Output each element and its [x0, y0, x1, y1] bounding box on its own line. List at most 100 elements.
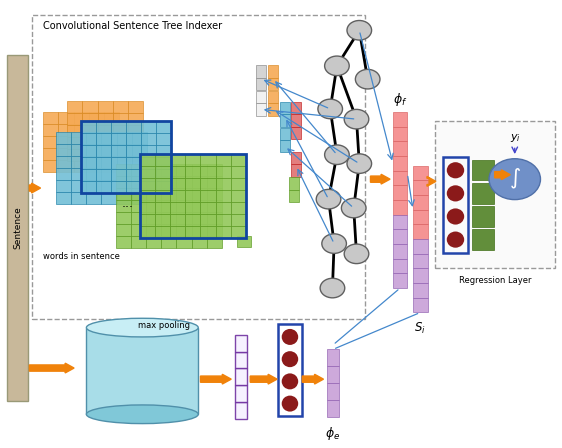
Bar [74, 125, 89, 137]
Bar [140, 190, 155, 202]
Bar [170, 178, 185, 190]
Bar [216, 202, 230, 214]
Bar [102, 144, 116, 155]
Bar [176, 176, 192, 188]
Bar [98, 113, 112, 125]
Bar [116, 132, 132, 144]
Bar [128, 125, 143, 138]
Bar [146, 164, 161, 176]
Bar [111, 121, 126, 134]
Bar [116, 236, 131, 248]
Circle shape [318, 99, 342, 119]
Bar [116, 168, 132, 180]
Bar [327, 366, 339, 383]
Text: words in sentence: words in sentence [43, 252, 120, 261]
Text: $y_i$: $y_i$ [510, 133, 522, 145]
Bar [132, 132, 147, 144]
Bar [43, 137, 58, 148]
Circle shape [344, 244, 369, 263]
Ellipse shape [282, 373, 298, 389]
Bar [201, 202, 216, 214]
Bar [140, 154, 246, 238]
Bar [116, 164, 131, 176]
Text: $\phi_f$: $\phi_f$ [393, 91, 407, 108]
Bar [393, 200, 407, 215]
Bar [235, 335, 247, 352]
Bar [327, 349, 339, 366]
Bar [128, 138, 143, 149]
Bar [155, 178, 170, 190]
Bar [102, 192, 116, 203]
Bar [81, 146, 96, 157]
Bar [89, 137, 104, 148]
Bar [74, 160, 89, 172]
Bar [170, 190, 185, 202]
Bar [413, 166, 428, 181]
Bar [192, 164, 207, 176]
Text: dependent: dependent [112, 370, 172, 379]
FancyArrow shape [427, 177, 436, 186]
Bar [132, 155, 147, 168]
Bar [327, 400, 339, 417]
Bar [393, 244, 407, 258]
Bar [126, 157, 141, 169]
Bar [131, 164, 146, 176]
Bar [128, 101, 143, 113]
Bar [81, 121, 171, 194]
Bar [146, 236, 161, 248]
Bar [140, 226, 155, 238]
Bar [43, 148, 58, 160]
Bar [112, 101, 128, 113]
Bar [155, 166, 170, 178]
Bar [56, 144, 71, 155]
Bar [112, 149, 128, 161]
Bar [111, 146, 126, 157]
Bar [96, 157, 111, 169]
Bar [132, 180, 147, 192]
Bar [141, 169, 156, 181]
Bar [74, 137, 89, 148]
Bar [102, 132, 116, 144]
Bar [280, 140, 290, 152]
Bar [140, 178, 155, 190]
Bar [185, 166, 201, 178]
FancyArrow shape [29, 363, 74, 373]
Bar [131, 236, 146, 248]
Bar [170, 166, 185, 178]
Bar [185, 226, 201, 238]
Ellipse shape [447, 162, 464, 178]
Bar [155, 154, 170, 166]
Bar [393, 215, 407, 229]
Bar [74, 112, 89, 125]
Bar [58, 148, 74, 160]
Bar [230, 202, 246, 214]
Bar [185, 178, 201, 190]
Bar [280, 114, 290, 127]
Bar [81, 134, 96, 146]
Bar [43, 160, 58, 172]
Bar [291, 127, 301, 139]
Bar [87, 144, 102, 155]
Bar [128, 113, 143, 125]
Bar [472, 207, 493, 227]
Bar [96, 181, 111, 194]
Circle shape [322, 234, 346, 254]
Bar [192, 188, 207, 200]
Bar [96, 121, 111, 134]
Circle shape [325, 56, 349, 76]
Bar [67, 138, 83, 149]
Bar [131, 176, 146, 188]
Bar [132, 144, 147, 155]
Text: Regression Layer: Regression Layer [459, 276, 531, 285]
Bar [104, 112, 119, 125]
Bar [413, 181, 428, 195]
Bar [291, 164, 301, 177]
Bar [216, 214, 230, 226]
Bar [131, 224, 146, 236]
Bar [43, 112, 58, 125]
Bar [472, 183, 493, 203]
Bar [89, 125, 104, 137]
Bar [207, 212, 222, 224]
Bar [443, 157, 468, 253]
Bar [161, 164, 176, 176]
